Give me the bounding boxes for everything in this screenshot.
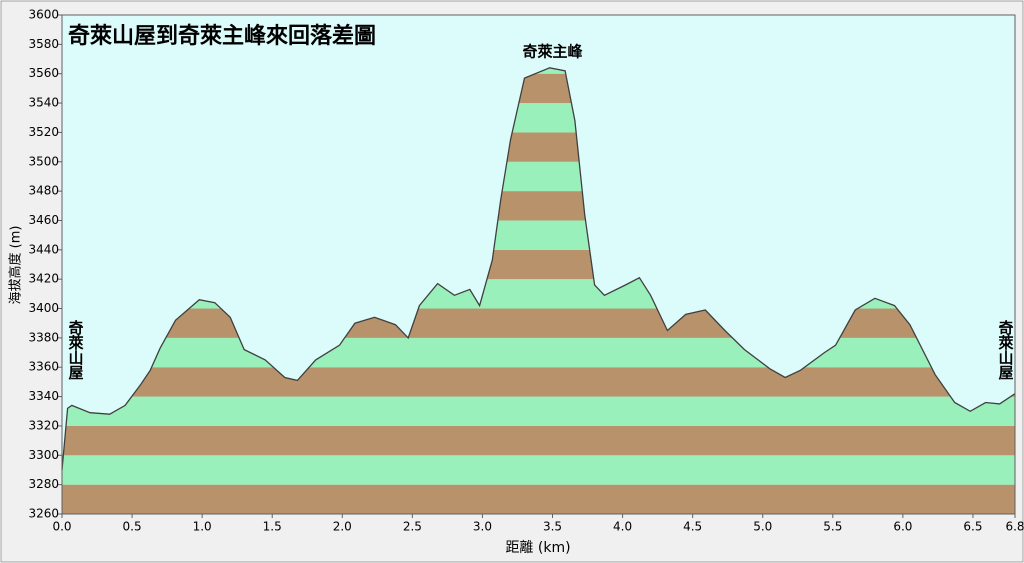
- elevation-band: [62, 337, 1015, 368]
- y-axis-label: 海拔高度 (m): [8, 226, 24, 305]
- y-tick-label: 3520: [28, 125, 59, 139]
- plot-border: [61, 14, 1016, 515]
- x-tick-label: 3.0: [473, 520, 492, 534]
- y-tick-label: 3540: [28, 96, 59, 110]
- y-tick-label: 3380: [28, 330, 59, 344]
- x-tick-label: 0.5: [123, 520, 142, 534]
- y-tick-label: 3440: [28, 242, 59, 256]
- annotation: 奇萊山屋: [67, 319, 85, 381]
- x-tick-label: 0.0: [52, 520, 71, 534]
- x-tick-label: 5.5: [823, 520, 842, 534]
- y-tick-label: 3480: [28, 184, 59, 198]
- y-tick-label: 3420: [28, 272, 59, 286]
- x-tick-label: 6.0: [893, 520, 912, 534]
- y-tick-label: 3560: [28, 66, 59, 80]
- x-tick-label: 4.0: [613, 520, 632, 534]
- annotation: 奇萊山屋: [997, 319, 1015, 381]
- elevation-band: [62, 367, 1015, 397]
- y-tick-label: 3340: [28, 389, 59, 403]
- y-tick-label: 3600: [28, 8, 59, 22]
- x-tick-label: 2.5: [403, 520, 422, 534]
- x-tick-label: 6.8: [1005, 520, 1024, 534]
- x-tick-label: 2.0: [333, 520, 352, 534]
- y-tick-label: 3400: [28, 301, 59, 315]
- y-tick-label: 3280: [28, 477, 59, 491]
- y-tick-label: 3460: [28, 213, 59, 227]
- elevation-line: [61, 67, 1016, 471]
- y-tick-label: 3260: [28, 507, 59, 521]
- elevation-band: [62, 484, 1015, 514]
- x-tick-label: 6.5: [963, 520, 982, 534]
- y-tick-label: 3500: [28, 154, 59, 168]
- x-tick-label: 1.5: [263, 520, 282, 534]
- elevation-band: [62, 455, 1015, 485]
- x-tick-label: 5.0: [753, 520, 772, 534]
- x-tick-label: 4.5: [683, 520, 702, 534]
- elevation-band: [62, 308, 1015, 338]
- y-tick-label: 3580: [28, 37, 59, 51]
- y-tick-label: 3300: [28, 448, 59, 462]
- y-tick-label: 3360: [28, 360, 59, 374]
- y-tick-label: 3320: [28, 418, 59, 432]
- plot-layer: 3260 3280 3300 3320 3340 3360 3380 3400 3420 3440…: [28, 8, 1024, 534]
- annotation: 奇萊主峰: [523, 43, 584, 61]
- elevation-band: [62, 396, 1015, 426]
- x-tick-label: 3.5: [543, 520, 562, 534]
- x-tick-label: 1.0: [193, 520, 212, 534]
- elevation-band: [62, 425, 1015, 456]
- chart-title: 奇萊山屋到奇萊主峰來回落差圖: [68, 23, 376, 49]
- x-axis-label: 距離 (km): [505, 539, 570, 556]
